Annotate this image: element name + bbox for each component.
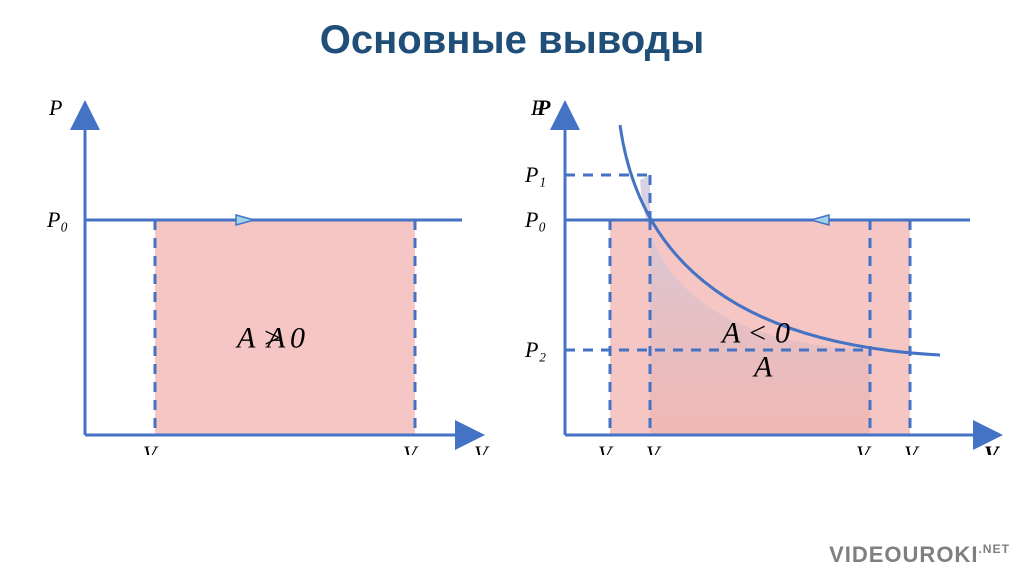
svg-text:P: P — [536, 95, 551, 120]
svg-text:P₀: P₀ — [524, 207, 546, 232]
svg-text:V₁: V₁ — [598, 441, 619, 455]
svg-text:V₂: V₂ — [856, 441, 877, 455]
svg-text:V₂: V₂ — [403, 441, 424, 455]
svg-text:V₁: V₁ — [143, 441, 164, 455]
chart-right-isothermal: P₀P₁P₂V₁V₁V₂V₂VPPA < 0A — [500, 95, 1010, 455]
chart-right-svg: P₀P₁P₂V₁V₁V₂V₂VPPA < 0A — [500, 95, 1010, 455]
svg-text:P₁: P₁ — [524, 162, 546, 187]
svg-text:V: V — [984, 441, 1001, 455]
svg-text:P: P — [48, 95, 62, 120]
watermark-suffix: .NET — [978, 542, 1010, 556]
title-text: Основные выводы — [320, 18, 705, 62]
svg-text:A: A — [265, 322, 286, 355]
svg-text:V₁: V₁ — [646, 441, 667, 455]
chart-left-svg: P₀V₁V₂VPA > 0A — [30, 95, 490, 455]
svg-text:P₂: P₂ — [524, 337, 546, 362]
page-title: Основные выводы — [0, 18, 1024, 63]
chart-left-isobaric: P₀V₁V₂VPA > 0A — [30, 95, 490, 455]
slide-container: { "title": { "text": "Основные выводы", … — [0, 0, 1024, 574]
svg-text:A < 0: A < 0 — [720, 317, 790, 350]
svg-text:A: A — [752, 351, 773, 384]
svg-text:V: V — [474, 441, 490, 455]
svg-text:V₂: V₂ — [904, 441, 925, 455]
watermark-text: VIDEOUROKI — [829, 542, 978, 567]
watermark: VIDEOUROKI.NET — [829, 542, 1010, 568]
svg-text:P₀: P₀ — [46, 207, 68, 232]
